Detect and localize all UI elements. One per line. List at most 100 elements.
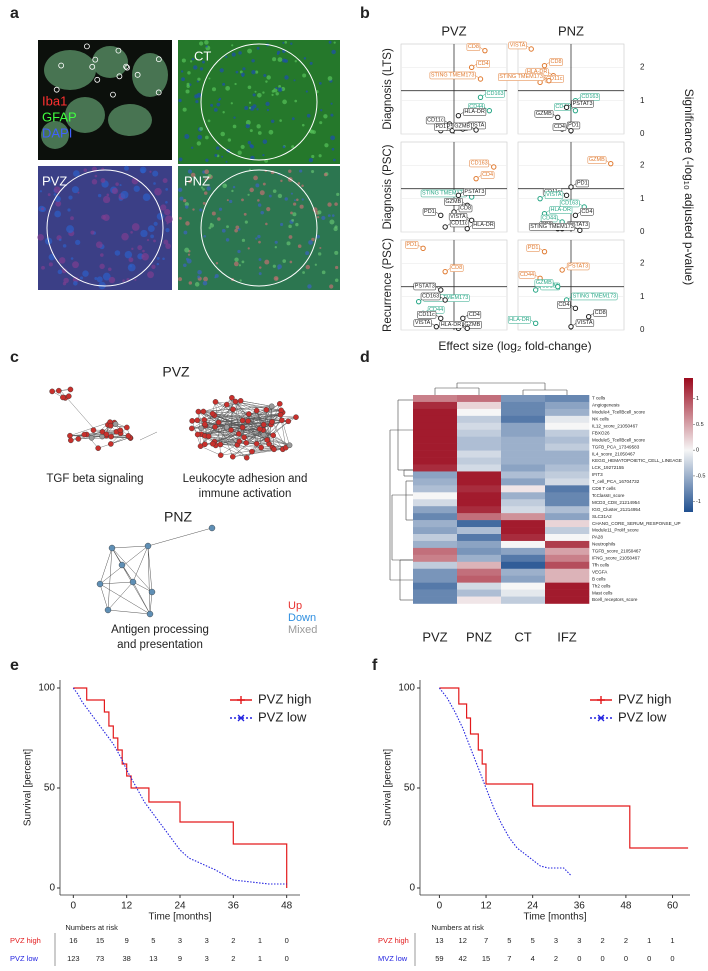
risk-count: 2	[601, 936, 605, 945]
texture	[271, 93, 274, 97]
label-box	[422, 208, 436, 216]
texture	[153, 182, 156, 185]
texture	[336, 192, 340, 197]
texture	[293, 202, 297, 206]
texture	[54, 195, 61, 203]
network-node	[245, 418, 251, 424]
row-label: FBXO26	[592, 430, 610, 435]
texture	[133, 185, 140, 192]
region-label: CT	[194, 48, 211, 63]
texture	[268, 129, 274, 135]
network-edge	[218, 422, 238, 446]
heatmap-cell	[457, 401, 502, 410]
heatmap-cell	[545, 429, 590, 437]
point-label: HLA-DR	[551, 207, 572, 213]
label-box	[518, 271, 536, 279]
risk-count: 1	[258, 936, 262, 945]
texture	[237, 249, 241, 254]
texture	[294, 199, 297, 202]
volcano-point	[455, 112, 462, 119]
texture	[68, 195, 73, 200]
texture	[280, 179, 283, 183]
network-node	[279, 417, 285, 424]
label-box	[508, 41, 527, 50]
texture	[160, 204, 167, 211]
texture	[317, 210, 322, 215]
risk-count: 2	[231, 954, 235, 963]
risk-row-name: PVZ high	[378, 936, 409, 945]
colorbar-tick-label: 1	[696, 396, 699, 402]
texture	[309, 129, 314, 134]
network-node	[249, 448, 255, 455]
panel-letter: e	[10, 657, 19, 674]
point-label: CD4	[554, 124, 565, 130]
risk-count: 15	[96, 936, 104, 945]
texture	[37, 233, 44, 241]
texture	[218, 98, 221, 102]
texture	[277, 193, 283, 199]
texture	[247, 48, 253, 54]
heatmap-cell	[501, 395, 546, 403]
texture	[334, 202, 338, 206]
label-box	[429, 71, 476, 80]
network-node	[68, 437, 74, 444]
texture	[305, 264, 310, 270]
risk-count: 2	[624, 936, 628, 945]
row-label: T_cell_PCA_16704732	[592, 479, 640, 484]
heatmap-cell	[413, 499, 458, 507]
legend-label: PVZ low	[258, 709, 307, 724]
network-node	[104, 606, 112, 614]
heatmap-cell	[501, 401, 546, 410]
volcano-point	[608, 160, 614, 167]
y-axis-label: Significance (-log₁₀ adjusted p-value)	[682, 89, 696, 285]
volcano-point	[455, 192, 462, 199]
risk-count: 5	[507, 936, 511, 945]
texture	[278, 85, 282, 88]
y-tick-label: 0	[49, 883, 55, 894]
point-label: CD163	[487, 91, 504, 97]
risk-count: 123	[67, 954, 80, 963]
column-header: PNZ	[558, 23, 584, 38]
volcano-point	[568, 184, 574, 190]
heatmap-cell	[501, 422, 546, 431]
point-label: CD44	[469, 104, 483, 110]
x-tick-label: 0	[71, 901, 77, 912]
texture	[134, 278, 137, 281]
texture	[266, 75, 271, 80]
network-edge	[235, 401, 282, 411]
texture	[193, 65, 198, 70]
heatmap-cell	[457, 520, 502, 528]
texture	[48, 262, 53, 267]
point-label: PD1	[568, 122, 579, 128]
texture	[147, 225, 155, 233]
network-node	[118, 561, 126, 569]
heatmap-cell	[545, 415, 590, 424]
heatmap-cell	[501, 589, 546, 597]
micrograph	[178, 166, 340, 290]
risk-count: 59	[435, 954, 443, 963]
y-tick-label: 2	[640, 62, 645, 71]
texture	[273, 276, 279, 281]
heatmap-cell	[501, 575, 546, 583]
texture	[178, 216, 182, 220]
label-box	[405, 241, 419, 249]
heatmap-cell	[413, 443, 458, 451]
panel-letter: a	[10, 5, 19, 22]
network-node	[60, 394, 66, 401]
texture	[216, 102, 221, 107]
texture	[72, 261, 79, 269]
texture	[280, 222, 284, 226]
heatmap-cell	[545, 478, 590, 486]
texture	[184, 134, 190, 139]
point-label: CD8	[551, 59, 562, 65]
texture	[252, 93, 256, 97]
x-axis-label: Effect size (log₂ fold-change)	[438, 339, 591, 353]
label-box	[534, 110, 554, 118]
network-edge	[251, 449, 283, 452]
heatmap-cell	[413, 520, 458, 528]
texture	[257, 199, 260, 202]
heatmap-cell	[413, 527, 458, 535]
network-edge	[86, 434, 99, 449]
texture	[244, 106, 249, 111]
texture	[214, 153, 218, 157]
